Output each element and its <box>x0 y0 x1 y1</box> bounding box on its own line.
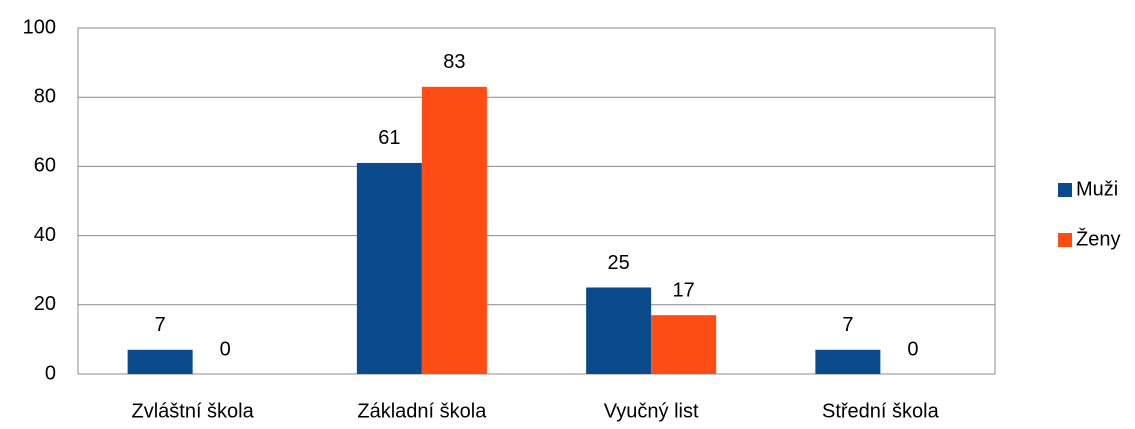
plot-area <box>77 27 996 375</box>
data-label: 7 <box>842 314 853 336</box>
bar <box>421 86 487 374</box>
legend-label: Ženy <box>1076 227 1120 250</box>
x-tick-label: Vyučný list <box>604 400 699 422</box>
data-label: 61 <box>378 127 400 149</box>
legend-swatch <box>1058 183 1072 197</box>
y-tick-label: 80 <box>34 85 56 107</box>
y-tick-label: 60 <box>34 155 56 177</box>
data-label: 0 <box>220 338 231 360</box>
data-label: 17 <box>673 279 695 301</box>
data-label: 7 <box>155 314 166 336</box>
bar <box>356 162 422 374</box>
bar <box>586 287 652 374</box>
legend-swatch <box>1058 233 1072 247</box>
bar <box>651 315 717 374</box>
bar <box>815 349 881 374</box>
x-tick-label: Zvláštní škola <box>131 400 254 422</box>
x-tick-label: Střední škola <box>822 400 940 422</box>
y-tick-label: 100 <box>23 16 56 38</box>
x-tick-label: Základní škola <box>357 400 487 422</box>
data-label: 25 <box>608 252 630 274</box>
y-tick-label: 0 <box>45 362 56 384</box>
legend-label: Muži <box>1076 178 1118 200</box>
y-tick-label: 20 <box>34 293 56 315</box>
y-tick-label: 40 <box>34 224 56 246</box>
bar <box>127 349 193 374</box>
data-label: 83 <box>443 51 465 73</box>
data-label: 0 <box>907 338 918 360</box>
